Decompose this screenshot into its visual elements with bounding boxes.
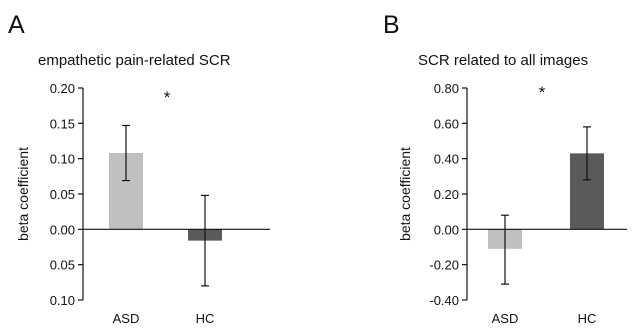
y-tick-label: 0.05: [50, 187, 75, 202]
y-tick-label: 0.05: [50, 258, 75, 273]
y-tick-label: 0.15: [50, 116, 75, 131]
category-label-asd: ASD: [492, 311, 519, 326]
y-tick-label: 0.40: [434, 152, 459, 167]
category-label-hc: HC: [196, 311, 215, 326]
panel-letter: B: [383, 11, 400, 39]
panel-b: B SCR related to all images 0.80 0.60 0.40 0.…: [383, 11, 627, 326]
category-label-hc: HC: [578, 311, 597, 326]
panel-letter: A: [8, 11, 25, 39]
chart-title: empathetic pain-related SCR: [38, 52, 231, 69]
error-bar-asd: [122, 124, 130, 182]
error-bar-asd: [501, 214, 509, 285]
y-tick-label: 0.80: [434, 81, 459, 96]
category-label-asd: ASD: [113, 311, 140, 326]
y-axis-label: beta coefficient: [397, 147, 413, 241]
y-tick-label: 0.10: [50, 152, 75, 167]
y-tick-label: 0.00: [434, 222, 459, 237]
y-axis-label: beta coefficient: [15, 147, 31, 241]
y-tick-label: 0.60: [434, 116, 459, 131]
y-tick-label: -0.20: [429, 258, 459, 273]
y-tick-label: 0.00: [50, 222, 75, 237]
y-tick-label: -0.40: [429, 293, 459, 308]
significance-marker: *: [164, 88, 171, 107]
error-bar-hc: [201, 194, 209, 287]
y-tick-label: 0.10: [50, 293, 75, 308]
error-bar-hc: [583, 126, 591, 181]
y-tick-label: 0.20: [50, 81, 75, 96]
y-tick-label: 0.20: [434, 187, 459, 202]
chart-title: SCR related to all images: [418, 52, 588, 69]
significance-marker: *: [539, 83, 546, 102]
